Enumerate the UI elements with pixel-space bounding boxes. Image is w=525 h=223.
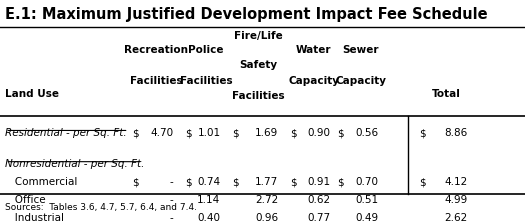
Text: 0.56: 0.56	[355, 128, 378, 138]
Text: Safety: Safety	[239, 60, 278, 70]
Text: Recreation: Recreation	[124, 45, 188, 55]
Text: 2.72: 2.72	[255, 195, 278, 205]
Text: $: $	[290, 177, 297, 187]
Text: Facilities: Facilities	[180, 76, 233, 86]
Text: 0.96: 0.96	[255, 213, 278, 223]
Text: Office: Office	[5, 195, 46, 205]
Text: Commercial: Commercial	[5, 177, 78, 187]
Text: 1.14: 1.14	[197, 195, 220, 205]
Text: Land Use: Land Use	[5, 89, 59, 99]
Text: 8.86: 8.86	[444, 128, 467, 138]
Text: -: -	[170, 195, 173, 205]
Text: $: $	[132, 177, 139, 187]
Text: $: $	[337, 128, 344, 138]
Text: Police: Police	[188, 45, 224, 55]
Text: 1.69: 1.69	[255, 128, 278, 138]
Text: Facilities: Facilities	[130, 76, 183, 86]
Text: Residential - per Sq. Ft.: Residential - per Sq. Ft.	[5, 128, 127, 138]
Text: Capacity: Capacity	[288, 76, 339, 86]
Text: E.1: Maximum Justified Development Impact Fee Schedule: E.1: Maximum Justified Development Impac…	[5, 7, 488, 22]
Text: 0.51: 0.51	[355, 195, 378, 205]
Text: 0.91: 0.91	[308, 177, 331, 187]
Text: Water: Water	[296, 45, 331, 55]
Text: $: $	[185, 128, 192, 138]
Text: $: $	[418, 128, 425, 138]
Text: $: $	[337, 177, 344, 187]
Text: $: $	[185, 177, 192, 187]
Text: 1.01: 1.01	[197, 128, 220, 138]
Text: -: -	[170, 213, 173, 223]
Text: Nonresidential - per Sq. Ft.: Nonresidential - per Sq. Ft.	[5, 159, 144, 169]
Text: $: $	[418, 177, 425, 187]
Text: Fire/Life: Fire/Life	[234, 31, 283, 41]
Text: 0.70: 0.70	[355, 177, 378, 187]
Text: 4.70: 4.70	[150, 128, 173, 138]
Text: $: $	[232, 128, 239, 138]
Text: Capacity: Capacity	[335, 76, 386, 86]
Text: 0.74: 0.74	[197, 177, 220, 187]
Text: $: $	[290, 128, 297, 138]
Text: 0.62: 0.62	[308, 195, 331, 205]
Text: 0.40: 0.40	[197, 213, 220, 223]
Text: Sources:  Tables 3.6, 4.7, 5.7, 6.4, and 7.4.: Sources: Tables 3.6, 4.7, 5.7, 6.4, and …	[5, 203, 197, 212]
Text: 0.90: 0.90	[308, 128, 331, 138]
Text: Sewer: Sewer	[343, 45, 379, 55]
Text: -: -	[170, 177, 173, 187]
Text: Facilities: Facilities	[232, 91, 285, 101]
Text: $: $	[132, 128, 139, 138]
Text: $: $	[232, 177, 239, 187]
Text: 4.12: 4.12	[444, 177, 467, 187]
Text: 4.99: 4.99	[444, 195, 467, 205]
Text: Industrial: Industrial	[5, 213, 64, 223]
Text: Total: Total	[432, 89, 461, 99]
Text: 0.77: 0.77	[308, 213, 331, 223]
Text: 1.77: 1.77	[255, 177, 278, 187]
Text: 0.49: 0.49	[355, 213, 378, 223]
Text: 2.62: 2.62	[444, 213, 467, 223]
